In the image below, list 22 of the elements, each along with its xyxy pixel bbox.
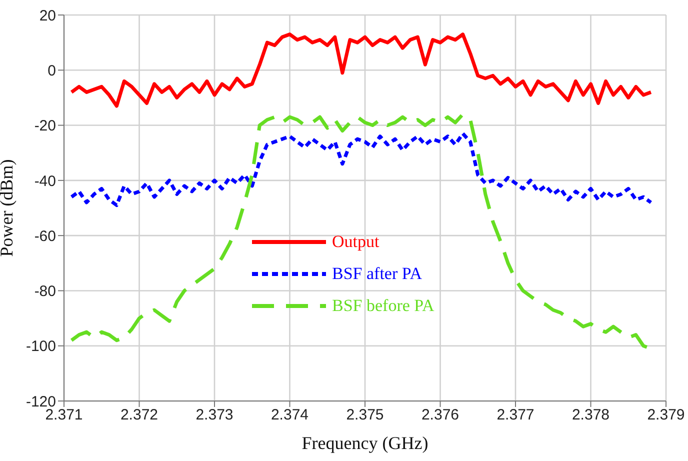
y-axis-title: Power (dBm)	[0, 159, 16, 257]
legend-label: BSF after PA	[332, 264, 422, 284]
x-tick-label: 2.376	[421, 406, 460, 424]
y-tick-label: -80	[34, 283, 56, 300]
x-tick-label: 2.379	[647, 406, 685, 424]
line-series	[70, 132, 653, 207]
x-tick-label: 2.373	[196, 406, 234, 424]
legend-label: BSF before PA	[332, 296, 434, 316]
y-tick-label: 20	[39, 7, 56, 24]
y-tick-label: 0	[48, 62, 56, 80]
y-tick-label: -20	[34, 118, 56, 135]
x-tick-label: 2.377	[496, 406, 534, 424]
legend-label: Output	[332, 232, 380, 252]
x-axis-title: Frequency (GHz)	[302, 433, 428, 453]
y-tick-label: -100	[26, 338, 56, 356]
x-tick-label: 2.374	[270, 406, 309, 424]
y-tick-label: -40	[34, 172, 56, 190]
line-series	[70, 32, 653, 108]
x-tick-label: 2.375	[346, 406, 384, 424]
y-tick-label: -60	[34, 228, 56, 245]
x-tick-label: 2.372	[120, 406, 158, 424]
x-tick-label: 2.378	[572, 406, 610, 424]
